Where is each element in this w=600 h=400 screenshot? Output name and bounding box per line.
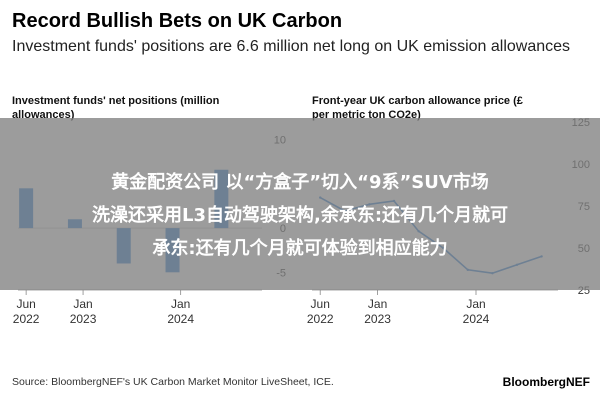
overlay-line-1: 黄金配资公司 以“方盒子”切入“9系”SUV市场 (111, 172, 489, 193)
figure-subtitle: Investment funds' positions are 6.6 mill… (12, 38, 571, 55)
figure-title: Record Bullish Bets on UK Carbon (12, 10, 343, 32)
chart-title-line: Investment funds' net positions (million (12, 95, 220, 107)
x-tick-label-month: Jan (466, 297, 485, 311)
chart-title-line: Front-year UK carbon allowance price (£ (312, 95, 523, 107)
overlay-line-2: 洗澡还采用L3自动驾驶架构,余承东:还有几个月就可 (91, 205, 509, 226)
text-overlay-banner: 黄金配资公司 以“方盒子”切入“9系”SUV市场 洗澡还采用L3自动驾驶架构,余… (0, 118, 600, 290)
x-tick-label-month: Jan (171, 297, 190, 311)
x-tick-label-year: 2023 (70, 312, 97, 326)
source-note: Source: BloombergNEF's UK Carbon Market … (12, 376, 334, 388)
x-tick-label-year: 2023 (364, 312, 391, 326)
x-tick-label-month: Jun (311, 297, 330, 311)
x-tick-label-year: 2024 (167, 312, 194, 326)
overlay-line-3: 承东:还有几个月就可体验到相应能力 (152, 238, 448, 259)
x-tick-label-month: Jan (368, 297, 387, 311)
x-tick-label-month: Jun (16, 297, 35, 311)
x-tick-label-year: 2024 (463, 312, 490, 326)
x-tick-label-year: 2022 (13, 312, 40, 326)
x-tick-label-month: Jan (73, 297, 92, 311)
brand-label: BloombergNEF (502, 375, 590, 389)
x-tick-label-year: 2022 (307, 312, 334, 326)
